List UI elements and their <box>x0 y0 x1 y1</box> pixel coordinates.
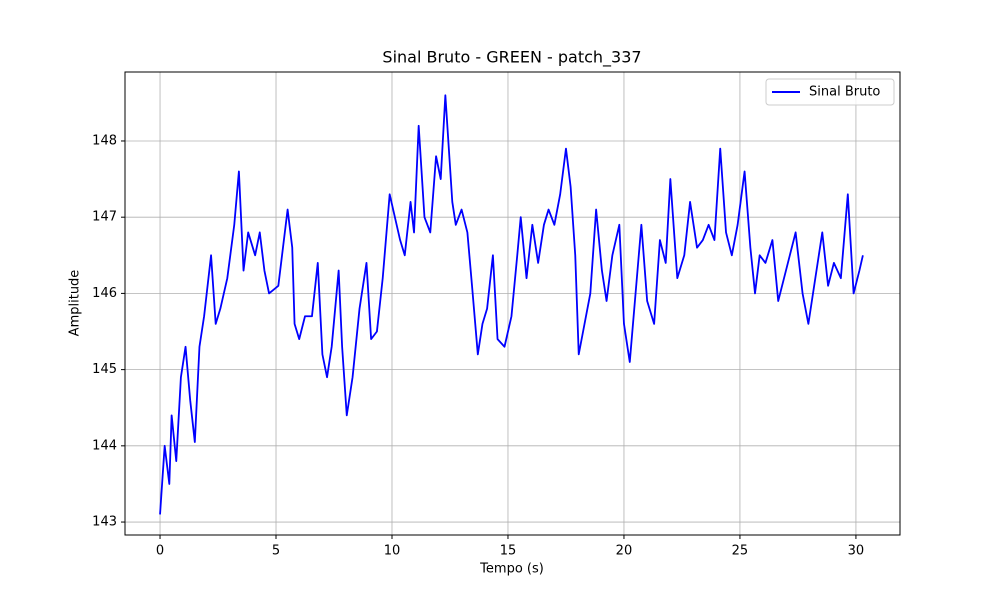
chart-title: Sinal Bruto - GREEN - patch_337 <box>382 48 641 68</box>
legend-box <box>765 78 895 106</box>
y-tick-label: 145 <box>92 362 117 377</box>
x-tick-label: 5 <box>272 544 280 559</box>
y-axis-label: Amplitude <box>68 270 83 337</box>
axes-frame <box>124 71 901 536</box>
x-tick-label: 0 <box>156 544 164 559</box>
y-tick-label: 147 <box>92 210 117 225</box>
y-tick-label: 144 <box>92 438 117 453</box>
x-tick-label: 20 <box>616 544 633 559</box>
x-axis-label: Tempo (s) <box>479 562 544 577</box>
data-line <box>159 94 864 515</box>
x-tick-label: 25 <box>732 544 749 559</box>
legend-label: Sinal Bruto <box>809 85 880 100</box>
y-tick-label: 146 <box>92 286 117 301</box>
x-tick-label: 30 <box>848 544 865 559</box>
y-tick-label: 148 <box>92 133 117 148</box>
x-tick-label: 10 <box>384 544 401 559</box>
y-tick-label: 143 <box>92 515 117 530</box>
x-tick-label: 15 <box>500 544 517 559</box>
